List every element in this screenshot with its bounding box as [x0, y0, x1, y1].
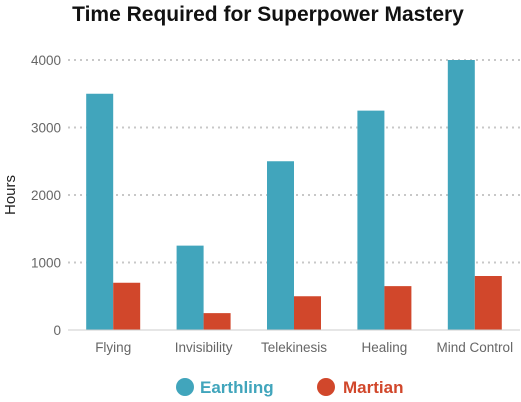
bar-earthling-mind-control [447, 60, 475, 330]
y-tick-label: 4000 [31, 53, 61, 68]
bar-martian-invisibility [203, 313, 231, 330]
y-tick-label: 3000 [31, 121, 61, 136]
bar-earthling-healing [357, 110, 385, 330]
x-tick-label: Invisibility [175, 340, 233, 355]
legend-marker-martian [317, 378, 335, 396]
chart-title: Time Required for Superpower Mastery [72, 3, 464, 26]
bar-martian-telekinesis [294, 296, 321, 330]
y-tick-label: 0 [53, 323, 61, 338]
bar-earthling-telekinesis [267, 161, 294, 330]
bars [86, 60, 502, 330]
x-tick-label: Mind Control [437, 340, 514, 355]
legend-marker-earthling [176, 378, 194, 396]
legend-label-martian: Martian [343, 378, 403, 397]
bar-martian-flying [113, 282, 141, 330]
y-tick-label: 1000 [31, 256, 61, 271]
y-axis-label: Hours [2, 175, 19, 215]
y-tick-label: 2000 [31, 188, 61, 203]
bar-martian-mind-control [474, 276, 502, 330]
bar-earthling-invisibility [176, 245, 204, 330]
legend: Earthling Martian [176, 378, 403, 397]
x-axis-ticks: Flying Invisibility Telekinesis Healing Mind… [95, 340, 513, 355]
legend-label-earthling: Earthling [200, 378, 274, 397]
x-tick-label: Healing [362, 340, 408, 355]
x-tick-label: Telekinesis [261, 340, 327, 355]
bar-earthling-flying [86, 93, 114, 330]
x-tick-label: Flying [95, 340, 131, 355]
bar-martian-healing [384, 286, 412, 330]
y-axis-ticks: 0 1000 2000 3000 4000 [31, 53, 61, 338]
